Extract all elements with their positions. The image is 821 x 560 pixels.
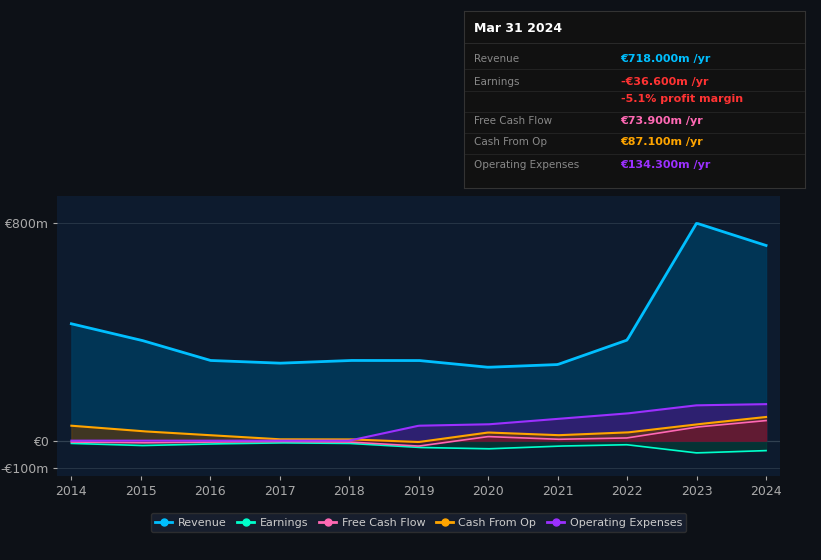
Text: Operating Expenses: Operating Expenses	[474, 160, 580, 170]
Text: €73.900m /yr: €73.900m /yr	[621, 115, 704, 125]
Text: €134.300m /yr: €134.300m /yr	[621, 160, 711, 170]
Text: Cash From Op: Cash From Op	[474, 137, 547, 147]
Text: €718.000m /yr: €718.000m /yr	[621, 54, 711, 64]
Text: -€36.600m /yr: -€36.600m /yr	[621, 77, 708, 87]
Text: €87.100m /yr: €87.100m /yr	[621, 137, 704, 147]
Text: Earnings: Earnings	[474, 77, 520, 87]
Text: Free Cash Flow: Free Cash Flow	[474, 115, 553, 125]
Text: -5.1% profit margin: -5.1% profit margin	[621, 95, 743, 104]
Text: Revenue: Revenue	[474, 54, 519, 64]
Text: Mar 31 2024: Mar 31 2024	[474, 22, 562, 35]
Legend: Revenue, Earnings, Free Cash Flow, Cash From Op, Operating Expenses: Revenue, Earnings, Free Cash Flow, Cash …	[151, 513, 686, 532]
